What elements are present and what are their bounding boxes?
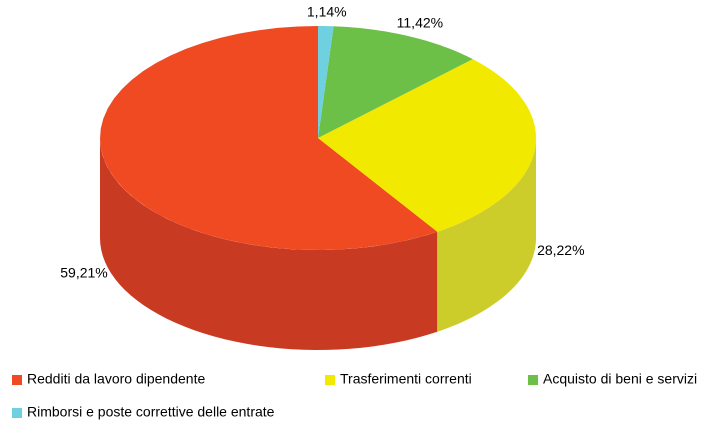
legend-label: Redditi da lavoro dipendente [27, 371, 205, 387]
legend-label: Acquisto di beni e servizi [543, 371, 697, 387]
data-label: 59,21% [60, 265, 107, 281]
data-label: 1,14% [307, 3, 347, 19]
data-label: 28,22% [537, 242, 584, 258]
legend-label: Trasferimenti correnti [340, 371, 472, 387]
slice [318, 59, 536, 232]
legend-swatch [12, 408, 22, 418]
slice [100, 26, 438, 250]
legend-swatch [325, 375, 335, 385]
slice-side [100, 138, 438, 350]
legend-swatch [528, 375, 538, 385]
slice [318, 26, 473, 138]
data-label: 11,42% [397, 15, 443, 31]
legend-swatch [12, 375, 22, 385]
slice-side [437, 138, 536, 332]
legend-label: Rimborsi e poste correttive delle entrat… [27, 404, 275, 420]
slice [318, 26, 334, 138]
